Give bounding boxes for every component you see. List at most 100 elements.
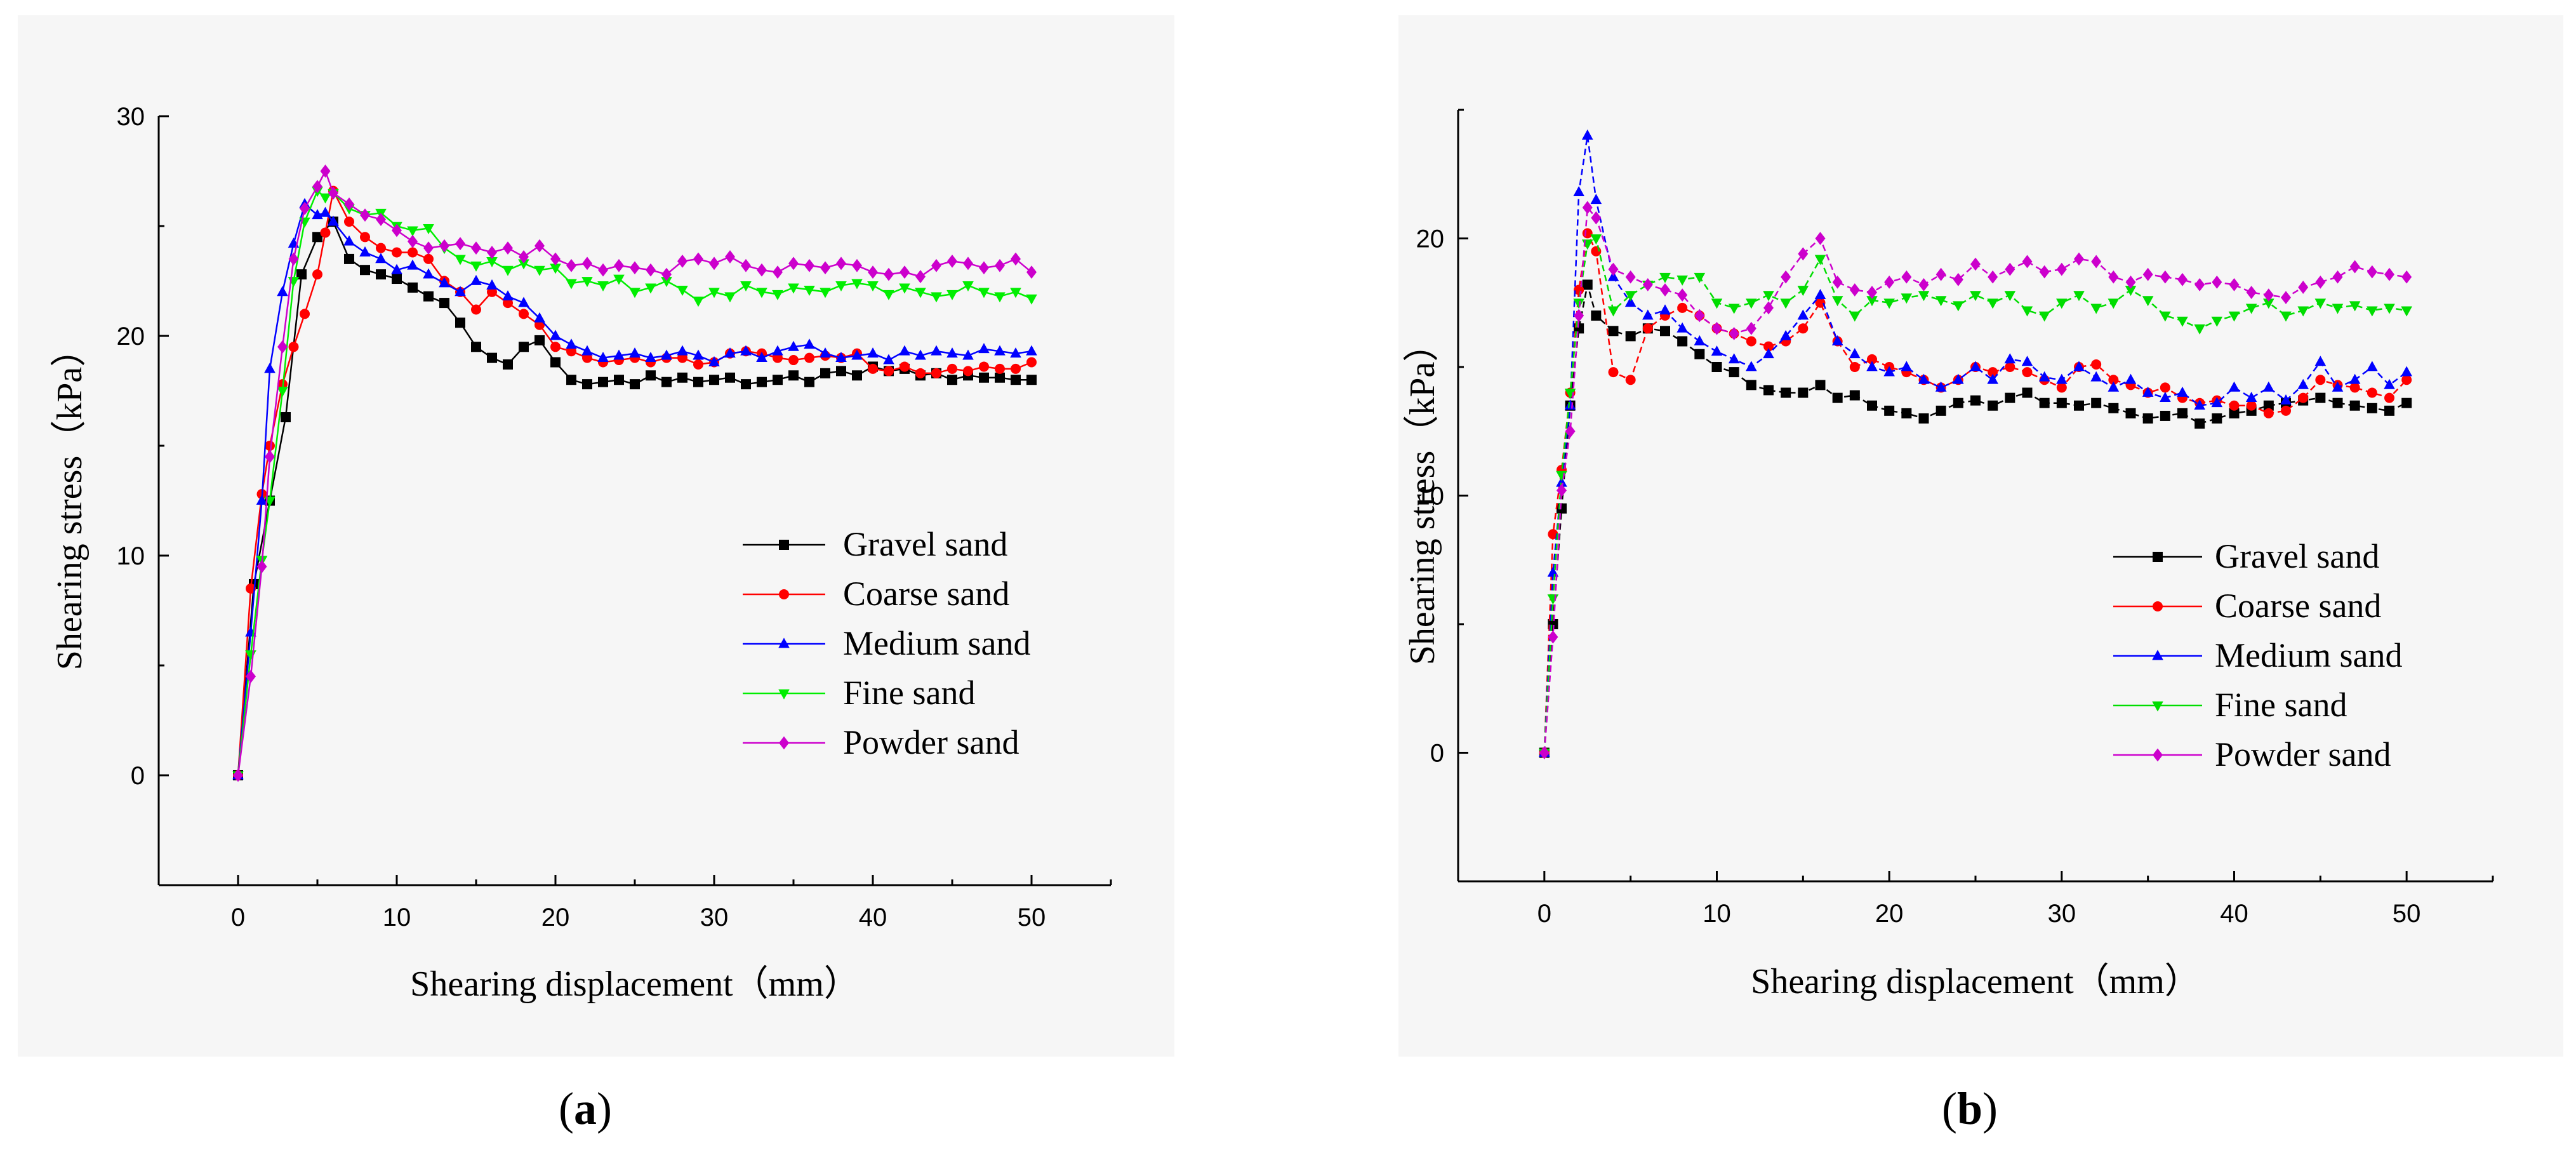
data-point xyxy=(550,330,561,340)
data-point xyxy=(376,243,386,253)
data-point xyxy=(772,345,783,356)
data-point xyxy=(804,352,814,363)
series-line xyxy=(1543,284,2407,753)
data-point xyxy=(598,377,608,387)
data-point xyxy=(1849,283,1860,297)
data-point xyxy=(1573,186,1584,196)
caption-a-letter: a xyxy=(573,1083,597,1134)
x-tick-label: 0 xyxy=(1537,900,1551,928)
data-point xyxy=(487,352,497,363)
legend-marker xyxy=(2152,701,2163,712)
data-point xyxy=(1867,400,1877,411)
data-point xyxy=(2349,301,2361,312)
data-point xyxy=(2194,399,2205,410)
data-point xyxy=(884,366,894,377)
data-point xyxy=(1746,380,1756,391)
data-point xyxy=(408,282,418,293)
data-point xyxy=(1831,296,1843,307)
data-point xyxy=(741,379,751,390)
legend-entry-powder-sand: Powder sand xyxy=(743,723,1019,761)
data-point xyxy=(931,345,942,356)
data-point xyxy=(344,197,354,211)
data-point xyxy=(677,285,688,296)
data-point xyxy=(1026,345,1037,356)
data-point xyxy=(2401,270,2412,284)
data-point xyxy=(2005,262,2015,276)
data-point xyxy=(757,263,767,277)
x-tick-label: 50 xyxy=(1018,904,1046,931)
data-point xyxy=(344,253,354,264)
data-point xyxy=(884,267,894,281)
data-point xyxy=(2298,281,2309,294)
data-point xyxy=(946,290,958,300)
data-point xyxy=(1590,194,1602,204)
data-point xyxy=(661,267,672,281)
data-point xyxy=(1659,304,1671,315)
legend-marker xyxy=(779,540,789,550)
data-point xyxy=(2211,316,2223,327)
data-point xyxy=(1659,272,1671,283)
data-point xyxy=(1694,272,1706,283)
data-point xyxy=(2263,400,2274,411)
data-point xyxy=(820,261,830,275)
data-point xyxy=(2125,286,2137,297)
data-point xyxy=(2263,408,2274,418)
legend-label: Medium sand xyxy=(843,624,1030,662)
data-point xyxy=(2314,356,2327,366)
data-point xyxy=(962,281,974,292)
data-point xyxy=(408,247,418,258)
data-point xyxy=(2401,375,2412,385)
data-point xyxy=(1815,297,1826,308)
data-point xyxy=(1573,298,1584,309)
data-point xyxy=(614,258,624,272)
data-point xyxy=(392,247,402,258)
data-point xyxy=(693,349,704,360)
data-point xyxy=(867,281,879,292)
legend-label: Medium sand xyxy=(2215,636,2402,674)
data-point xyxy=(1676,322,1688,333)
legend-marker xyxy=(778,638,790,648)
data-point xyxy=(1780,330,1791,340)
data-point xyxy=(1642,323,1653,334)
data-point xyxy=(344,217,354,227)
data-point xyxy=(868,265,878,279)
data-point xyxy=(1677,302,1688,313)
data-point xyxy=(1625,375,1636,385)
data-point xyxy=(2367,361,2378,371)
data-point xyxy=(1884,275,1895,289)
data-point xyxy=(2074,400,2084,411)
data-point xyxy=(2125,275,2136,289)
data-point xyxy=(725,250,735,264)
data-point xyxy=(320,227,331,238)
data-point xyxy=(2021,356,2033,366)
data-point xyxy=(2005,392,2015,403)
data-point xyxy=(2228,381,2240,392)
data-point xyxy=(288,342,299,352)
data-point xyxy=(519,342,529,352)
data-point xyxy=(646,263,656,277)
data-point xyxy=(519,309,529,319)
data-point xyxy=(2384,392,2394,403)
data-point xyxy=(1564,399,1576,410)
data-point xyxy=(947,375,957,385)
data-point xyxy=(2074,252,2084,266)
data-point xyxy=(1581,239,1593,250)
data-point xyxy=(1557,484,1567,497)
data-point xyxy=(2228,311,2240,322)
data-point xyxy=(1591,211,1602,225)
data-point xyxy=(328,186,338,200)
data-point xyxy=(1781,387,1791,398)
data-point xyxy=(277,387,288,397)
data-point xyxy=(2263,298,2274,309)
data-point xyxy=(1624,291,1637,302)
data-point xyxy=(1935,267,1946,281)
data-point xyxy=(613,274,625,285)
data-point xyxy=(804,338,815,349)
data-point xyxy=(1728,304,1740,314)
data-point xyxy=(502,265,514,276)
data-point xyxy=(2332,397,2343,408)
data-point xyxy=(439,239,449,253)
data-point xyxy=(931,258,941,272)
data-point xyxy=(455,255,466,265)
data-point xyxy=(566,258,576,272)
